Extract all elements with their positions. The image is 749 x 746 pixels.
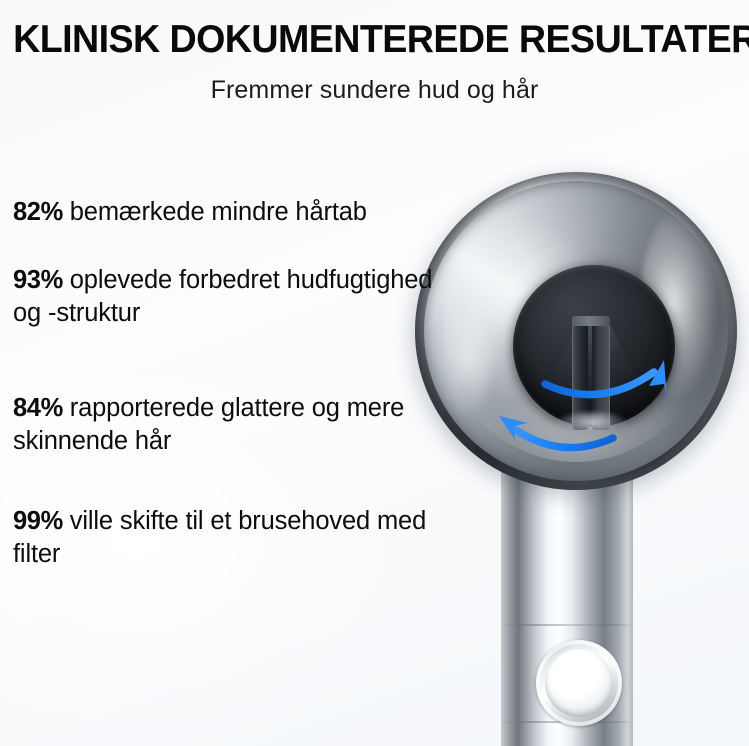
stat-percentage: 84% — [13, 393, 63, 422]
stat-percentage: 99% — [13, 507, 63, 536]
product-drop-shadow — [404, 190, 734, 490]
dark-center-dial — [513, 265, 675, 427]
stat-text: ville skifte til et brusehoved med filte… — [13, 507, 427, 569]
dial-fin-right — [592, 320, 610, 430]
stat-item: 82% bemærkede mindre hårtab — [13, 196, 433, 229]
arrow-counterclockwise-icon — [499, 416, 617, 452]
chrome-disc-outer-ring — [415, 172, 737, 490]
handle-shaft — [501, 400, 633, 746]
chrome-highlight-left — [432, 300, 492, 420]
rotation-arrows-icon — [499, 360, 667, 452]
stat-text: bemærkede mindre hårtab — [62, 198, 367, 226]
page-title: KLINISK DOKUMENTEREDE RESULTATER — [13, 18, 749, 61]
stat-item: 99% ville skifte til et brusehoved med f… — [13, 505, 433, 571]
stat-percentage: 93% — [13, 265, 63, 294]
chrome-disc-bevel — [444, 200, 708, 462]
handle-round-button — [545, 649, 613, 717]
header: KLINISK DOKUMENTEREDE RESULTATER Fremmer… — [0, 0, 749, 105]
handle-button-ring — [536, 640, 622, 726]
chrome-disc-face — [424, 181, 728, 481]
stat-item: 93% oplevede forbedret hudfugtighed og -… — [13, 264, 433, 330]
dial-base-highlight — [556, 412, 628, 438]
dial-fin-cap — [572, 316, 610, 326]
stat-text: oplevede forbedret hudfugtighed og -stru… — [13, 265, 433, 327]
handle-shaft-shading — [501, 400, 633, 490]
handle-seam-lower — [501, 721, 633, 723]
statistics-list: 82% bemærkede mindre hårtab 93% oplevede… — [13, 196, 433, 571]
handle-seam-upper — [501, 624, 633, 626]
dial-fin-left — [572, 320, 588, 430]
stat-text: rapporterede glattere og mere skinnende … — [13, 393, 405, 455]
page-subtitle: Fremmer sundere hud og hår — [210, 75, 539, 104]
dial-inner-cone — [530, 318, 658, 420]
arrow-clockwise-icon — [541, 360, 667, 399]
chrome-highlight-right — [640, 210, 718, 400]
stat-item: 84% rapporterede glattere og mere skinne… — [13, 392, 433, 458]
stat-percentage: 82% — [13, 198, 63, 226]
dial-shadow — [505, 258, 683, 436]
chrome-disc-rim-shading — [415, 172, 737, 490]
